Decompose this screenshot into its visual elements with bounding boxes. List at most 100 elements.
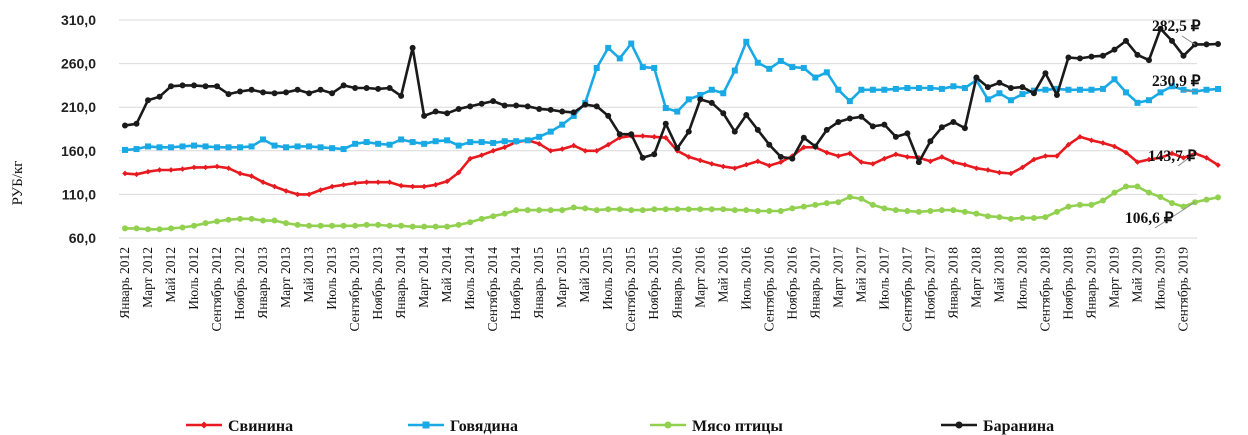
data-point [156,144,163,151]
data-point [651,64,658,71]
data-point [398,222,405,229]
data-point [329,145,336,152]
x-tick-label: Январь 2017 [807,247,822,319]
data-point [1215,194,1222,201]
data-point [674,206,681,213]
data-point [1099,85,1106,92]
data-point [1076,201,1083,208]
data-point [467,139,474,146]
data-point [720,163,727,170]
data-point [478,215,485,222]
x-tick-label: Январь 2016 [669,247,684,319]
data-point [570,204,577,211]
data-point [593,207,600,214]
data-point [1111,189,1118,196]
data-point [662,105,669,112]
legend-item-1: Говядина [408,418,518,435]
data-point [317,144,324,151]
data-point [191,142,198,149]
x-axis-ticks: Январь 2012 Март 2012 Май 2012 Июль 2012 Сен… [117,247,1190,332]
data-point [352,140,359,147]
legend-marker [200,421,208,429]
data-point [1111,46,1118,53]
x-tick-label: Ноябрь 2014 [508,247,523,320]
data-point [927,158,934,165]
data-point [777,207,784,214]
data-point [674,108,681,115]
data-point [628,131,635,138]
data-point [444,137,451,144]
y-axis-label: РУБ/кг [10,161,26,206]
data-point [398,92,405,99]
x-tick-label: Март 2012 [140,247,155,308]
data-point [168,225,175,232]
data-point [156,93,163,100]
data-point [524,137,531,144]
data-point [915,85,922,92]
data-point [409,183,416,190]
x-tick-label: Март 2016 [692,247,707,308]
data-point [1203,41,1210,48]
data-point [329,90,336,97]
data-point [168,144,175,151]
data-point [306,191,312,198]
data-point [490,213,497,220]
data-point [858,195,865,202]
gridlines [119,19,1197,239]
data-point [961,125,968,132]
data-point [225,165,232,172]
x-tick-label: Июль 2017 [876,247,891,310]
data-point [593,64,600,71]
data-point [156,226,163,233]
data-point [1042,86,1049,93]
data-point [547,148,554,154]
data-point [536,105,543,112]
data-point [1134,159,1141,165]
data-point [1123,149,1129,156]
x-tick-label: Июль 2018 [1014,247,1029,310]
data-point [881,86,888,93]
data-point [858,113,865,120]
data-point [294,143,301,150]
data-point [881,155,888,162]
x-tick-label: Май 2018 [991,247,1006,303]
x-tick-label: Ноябрь 2016 [784,247,799,320]
data-point [662,134,669,141]
data-point [1031,156,1037,163]
data-point [1134,183,1141,190]
data-point [973,165,980,172]
series-3 [122,25,1222,166]
data-point [616,206,623,213]
data-point [1019,84,1026,91]
data-point [1053,85,1060,92]
data-point [122,225,128,232]
data-point [386,179,393,185]
data-point [444,178,450,185]
data-point [881,205,888,212]
data-point [582,205,589,212]
data-point [1042,214,1049,221]
data-point [605,141,612,148]
x-tick-label: Сентябрь 2013 [347,247,362,332]
data-point [340,146,347,153]
data-point [870,161,876,167]
data-point [973,74,980,81]
data-point [386,85,393,92]
x-tick-label: Июль 2015 [600,247,615,310]
x-tick-label: Май 2019 [1129,247,1144,303]
data-point [846,194,853,201]
data-point [766,162,773,169]
data-point [605,44,612,51]
data-point [1065,54,1072,61]
end-label: 106,6 ₽ [1125,210,1174,227]
data-point [375,179,381,185]
data-point [570,109,577,116]
y-tick-label: 210,0 [61,99,96,115]
legend-item-0: Свинина [186,418,293,435]
data-point [685,154,692,160]
data-point [766,141,773,148]
data-point [1111,76,1118,83]
data-point [421,223,428,230]
x-tick-label: Май 2013 [301,247,316,303]
data-point [801,144,807,151]
